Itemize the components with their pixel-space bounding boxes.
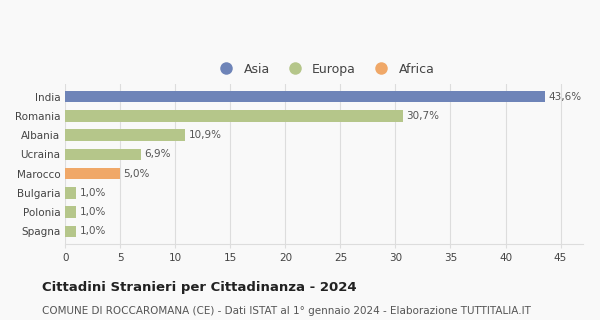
Text: 1,0%: 1,0% — [80, 207, 106, 217]
Text: 30,7%: 30,7% — [406, 111, 439, 121]
Bar — [65, 187, 76, 199]
Bar — [65, 168, 121, 180]
Text: 10,9%: 10,9% — [188, 130, 221, 140]
Text: COMUNE DI ROCCAROMANA (CE) - Dati ISTAT al 1° gennaio 2024 - Elaborazione TUTTIT: COMUNE DI ROCCAROMANA (CE) - Dati ISTAT … — [42, 306, 531, 316]
Text: Cittadini Stranieri per Cittadinanza - 2024: Cittadini Stranieri per Cittadinanza - 2… — [42, 281, 356, 294]
Bar — [65, 110, 403, 122]
Bar — [65, 206, 76, 218]
Text: 6,9%: 6,9% — [145, 149, 171, 159]
Text: 1,0%: 1,0% — [80, 188, 106, 198]
Bar — [65, 91, 545, 102]
Bar — [65, 129, 185, 141]
Bar — [65, 148, 141, 160]
Legend: Asia, Europa, Africa: Asia, Europa, Africa — [208, 58, 439, 81]
Bar — [65, 226, 76, 237]
Text: 1,0%: 1,0% — [80, 226, 106, 236]
Text: 5,0%: 5,0% — [124, 169, 150, 179]
Text: 43,6%: 43,6% — [548, 92, 581, 102]
